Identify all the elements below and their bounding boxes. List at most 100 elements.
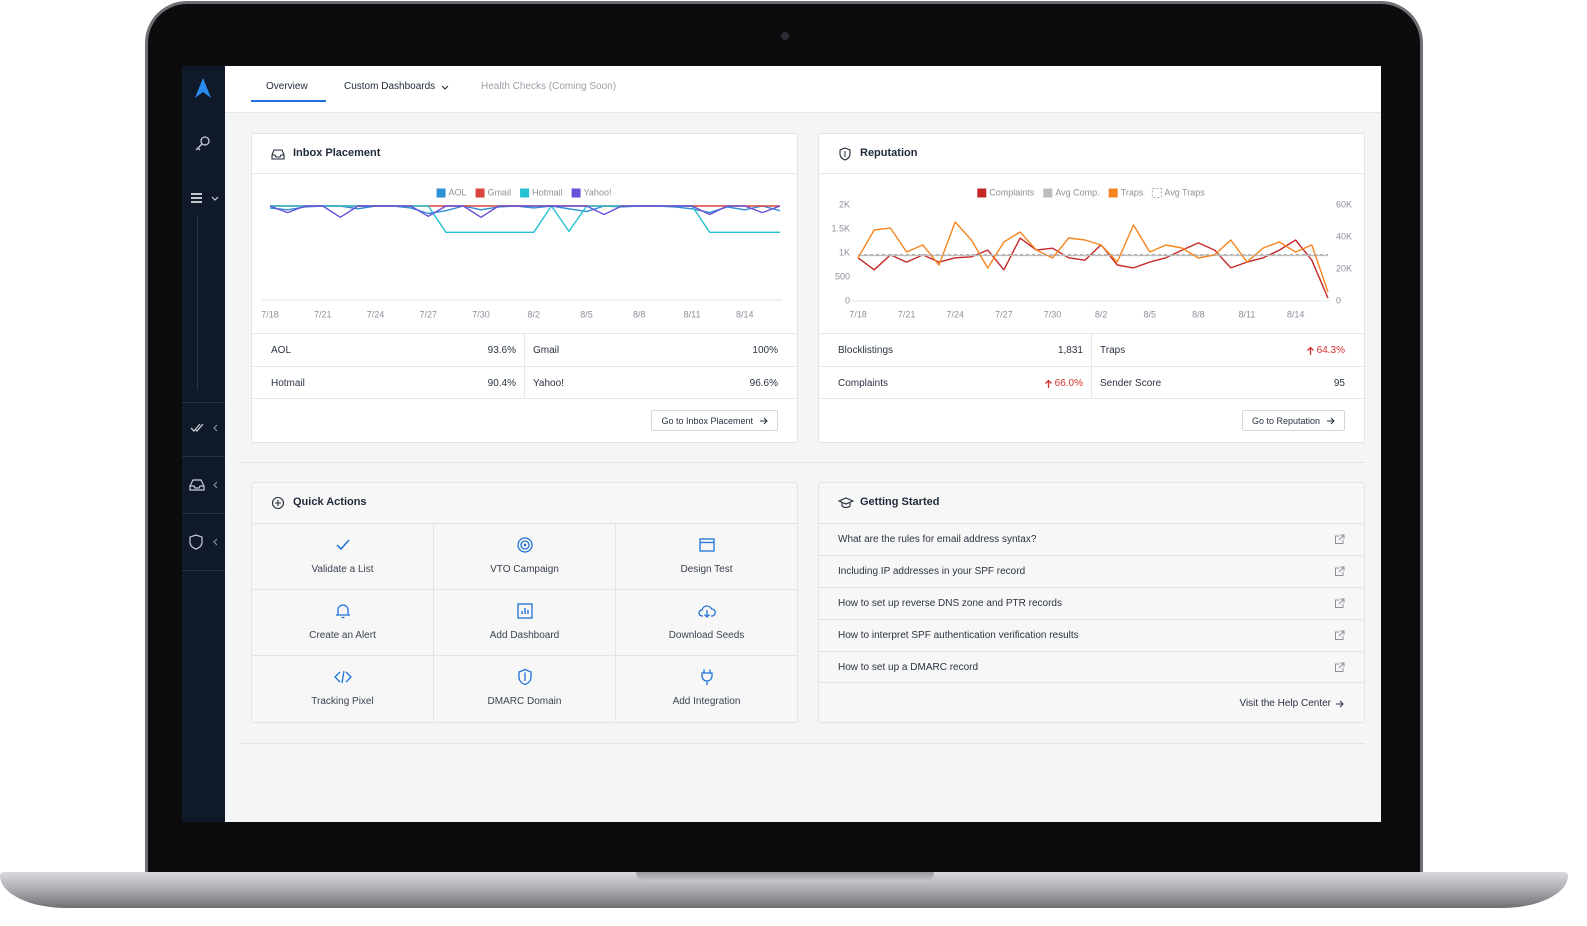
quick-action[interactable]: DMARC Domain [433, 655, 615, 721]
card-title: Getting Started [860, 496, 940, 508]
stat-value: 100% [752, 345, 778, 356]
card-header: Getting Started [819, 483, 1364, 523]
tab[interactable]: Custom Dashboards [344, 81, 436, 92]
stat-label: AOL [271, 345, 292, 356]
link-label: How to set up a DMARC record [838, 662, 979, 673]
stat-label: Yahoo! [533, 378, 564, 389]
quick-action-label: DMARC Domain [487, 696, 562, 707]
quick-action[interactable]: Create an Alert [251, 589, 433, 655]
quick-action[interactable]: Design Test [615, 523, 797, 589]
logo[interactable] [188, 74, 218, 104]
stat-value: 1,831 [1057, 345, 1083, 356]
card-title: Reputation [860, 147, 918, 159]
quick-action[interactable]: Add Dashboard [433, 589, 615, 655]
button-label: Go to Inbox Placement [661, 416, 753, 426]
arrow [1327, 417, 1335, 425]
quick-action[interactable]: Add Integration [615, 655, 797, 721]
tab: Health Checks (Coming Soon) [481, 81, 617, 92]
stat-label: Complaints [838, 378, 889, 389]
trend-arrow [1044, 379, 1052, 388]
quick-action-label: VTO Campaign [490, 564, 559, 575]
check-icon[interactable] [188, 418, 224, 438]
stat-label: Traps [1100, 345, 1126, 356]
stat-label: Hotmail [271, 378, 305, 389]
separator [182, 570, 225, 571]
help-link[interactable]: How to set up a DMARC record [819, 651, 1364, 683]
icon [698, 605, 716, 618]
button-label: Go to Reputation [1251, 416, 1320, 426]
icon [336, 604, 350, 619]
quick-action-label: Add Dashboard [489, 630, 560, 641]
help-link[interactable]: How to interpret SPF authentication veri… [819, 619, 1364, 651]
stat-label: Sender Score [1100, 378, 1162, 389]
laptop-notch [636, 872, 934, 882]
quick-action-label: Create an Alert [309, 630, 376, 641]
camera [781, 32, 789, 40]
chevron [441, 85, 449, 90]
key-icon[interactable] [188, 132, 218, 156]
quick-action-label: Download Seeds [668, 630, 745, 641]
quick-action-label: Tracking Pixel [311, 696, 374, 707]
inbox-icon [271, 149, 285, 160]
help-link[interactable]: What are the rules for email address syn… [819, 523, 1364, 555]
external-icon [1335, 534, 1345, 544]
shield-icon[interactable] [188, 532, 224, 552]
plus-icon [271, 496, 285, 510]
stat-value: 64.3% [1306, 345, 1345, 356]
link-label: What are the rules for email address syn… [838, 534, 1037, 545]
quick-actions-card: Quick Actions Validate a List VTO Campai… [251, 482, 798, 723]
external-icon [1335, 630, 1345, 640]
external-icon [1335, 662, 1345, 672]
tab-underline [251, 100, 326, 102]
trend-arrow [1306, 346, 1314, 355]
arrow [1336, 700, 1344, 708]
help-center-link[interactable]: Visit the Help Center [1239, 698, 1331, 709]
card-header: Inbox Placement [252, 134, 797, 174]
help-link[interactable]: How to set up reverse DNS zone and PTR r… [819, 587, 1364, 619]
button[interactable]: Go to Inbox Placement [651, 410, 778, 431]
link-label: How to set up reverse DNS zone and PTR r… [838, 598, 1062, 609]
section-divider [240, 743, 1365, 744]
help-link[interactable]: Including IP addresses in your SPF recor… [819, 555, 1364, 587]
stat-label: Blocklistings [838, 345, 894, 356]
external-icon [1335, 566, 1345, 576]
quick-action[interactable]: Download Seeds [615, 589, 797, 655]
tab-bar: Overview Custom Dashboards Health Checks… [225, 66, 1381, 113]
card-header: Quick Actions [252, 483, 797, 523]
cap-icon [838, 497, 854, 509]
sidebar-line [197, 216, 198, 390]
quick-action[interactable]: Tracking Pixel [251, 655, 433, 721]
inbox-icon[interactable] [188, 475, 224, 495]
icon [517, 603, 533, 619]
stat-value: 95 [1333, 378, 1345, 389]
card-title: Quick Actions [293, 496, 367, 508]
separator [182, 456, 225, 457]
icon [517, 537, 533, 553]
icon [699, 538, 715, 552]
button[interactable]: Go to Reputation [1241, 410, 1345, 431]
icon [336, 539, 350, 551]
reputation-card: Reputation Blocklistings 1,831 Traps 64.… [818, 133, 1365, 443]
sidebar [182, 66, 225, 822]
icon [518, 668, 532, 686]
inbox-card: Inbox Placement AOL 93.6% Gmail 100% Hot… [251, 133, 798, 443]
divider [524, 333, 525, 399]
stat-value: 66.0% [1044, 378, 1083, 389]
menu-icon[interactable] [188, 188, 224, 210]
stat-value: 96.6% [749, 378, 778, 389]
shield-icon [839, 147, 851, 161]
arrow [760, 417, 768, 425]
quick-action[interactable]: Validate a List [251, 523, 433, 589]
link-label: Including IP addresses in your SPF recor… [838, 566, 1026, 577]
divider [1091, 333, 1092, 399]
tab[interactable]: Overview [266, 81, 308, 92]
separator [182, 402, 225, 403]
link-label: How to interpret SPF authentication veri… [838, 630, 1079, 641]
quick-action-label: Design Test [680, 564, 733, 575]
separator [182, 513, 225, 514]
stat-label: Gmail [533, 345, 560, 356]
quick-action[interactable]: VTO Campaign [433, 523, 615, 589]
icon [334, 670, 352, 684]
quick-action-label: Add Integration [672, 696, 741, 707]
